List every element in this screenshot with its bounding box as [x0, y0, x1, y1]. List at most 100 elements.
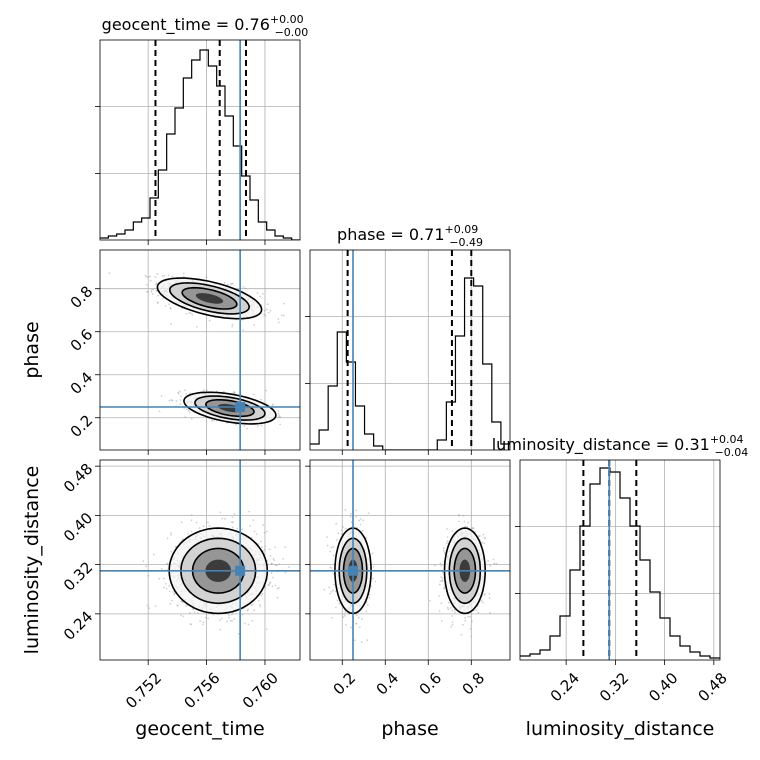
x-tick-label: 0.2 — [330, 669, 360, 699]
scatter-point — [192, 608, 195, 611]
scatter-point — [229, 619, 232, 622]
scatter-point — [166, 537, 169, 540]
scatter-point — [330, 567, 333, 569]
scatter-point — [219, 619, 221, 622]
scatter-point — [150, 288, 153, 291]
scatter-point — [277, 321, 280, 324]
scatter-point — [443, 587, 445, 590]
scatter-point — [188, 392, 191, 395]
scatter-point — [278, 563, 281, 565]
scatter-point — [276, 587, 279, 590]
contour-line-1 — [194, 395, 266, 421]
panel-luminosity_distance-vs-phase: 0.2 0.4 0.6 0.8 — [305, 459, 511, 699]
scatter-point — [180, 614, 182, 617]
scatter-point — [366, 639, 369, 642]
scatter-point — [440, 602, 443, 604]
scatter-point — [471, 527, 474, 529]
scatter-point — [374, 580, 377, 583]
panel-frame — [99, 39, 301, 241]
scatter-point — [457, 520, 460, 523]
scatter-point — [370, 585, 373, 588]
scatter-point — [329, 566, 332, 569]
scatter-point — [344, 527, 347, 530]
scatter-point — [288, 566, 290, 569]
scatter-point — [366, 603, 369, 606]
scatter-point — [241, 528, 244, 531]
scatter-point — [145, 275, 148, 278]
scatter-point — [266, 308, 268, 311]
scatter-point — [252, 519, 255, 522]
scatter-point — [446, 536, 449, 539]
scatter-point — [205, 276, 208, 279]
scatter-point — [482, 601, 485, 604]
scatter-point — [326, 536, 329, 539]
scatter-point — [198, 527, 201, 529]
scatter-point — [277, 410, 280, 413]
scatter-point — [336, 599, 339, 602]
scatter-point — [451, 530, 454, 533]
scatter-point — [246, 609, 249, 612]
x-tick-label: 0.6 — [416, 669, 446, 699]
scatter-point — [451, 609, 454, 612]
scatter-point — [284, 546, 287, 549]
scatter-point — [201, 623, 204, 626]
scatter-point — [242, 285, 245, 288]
scatter-point — [228, 616, 230, 619]
scatter-point — [340, 533, 343, 536]
scatter-point — [368, 593, 371, 596]
scatter-point — [232, 521, 234, 524]
scatter-point — [188, 411, 191, 414]
scatter-point — [269, 554, 272, 557]
scatter-point — [179, 403, 182, 405]
scatter-point — [171, 275, 174, 278]
scatter-point — [357, 616, 360, 619]
scatter-point — [231, 282, 234, 285]
scatter-point — [187, 409, 190, 412]
scatter-point — [228, 614, 230, 617]
scatter-point — [253, 609, 256, 612]
scatter-point — [484, 537, 487, 540]
scatter-point — [156, 301, 159, 304]
scatter-point — [274, 564, 277, 566]
scatter-point — [169, 534, 172, 536]
panel-frame — [309, 459, 511, 661]
scatter-point — [203, 389, 205, 392]
scatter-point — [446, 606, 449, 609]
scatter-point — [190, 417, 193, 420]
scatter-point — [165, 587, 168, 590]
scatter-point — [171, 599, 173, 602]
x-tick-label: 0.24 — [547, 669, 583, 705]
scatter-point — [152, 553, 155, 556]
scatter-point — [195, 521, 198, 524]
scatter-point — [182, 275, 185, 278]
scatter-point — [440, 576, 442, 578]
scatter-point — [219, 628, 222, 631]
scatter-point — [447, 601, 450, 604]
scatter-point — [429, 599, 431, 602]
scatter-point — [458, 514, 461, 517]
scatter-point — [279, 423, 281, 426]
scatter-point — [353, 639, 356, 642]
scatter-point — [207, 617, 210, 620]
scatter-point — [158, 410, 161, 413]
truth-point — [348, 565, 359, 576]
scatter-point — [493, 562, 496, 565]
scatter-point — [230, 521, 233, 524]
scatter-point — [175, 400, 178, 402]
scatter-point — [205, 613, 208, 616]
y-tick-label: 0.40 — [60, 509, 96, 545]
scatter-point — [190, 530, 193, 533]
scatter-point — [265, 530, 268, 533]
scatter-point — [483, 542, 486, 545]
scatter-point — [156, 272, 159, 275]
scatter-point — [454, 611, 456, 614]
scatter-point — [283, 314, 285, 317]
scatter-point — [230, 613, 233, 616]
scatter-point — [438, 583, 441, 586]
scatter-point — [443, 551, 446, 554]
scatter-point — [323, 588, 326, 591]
scatter-point — [442, 571, 444, 574]
scatter-point — [440, 619, 443, 622]
scatter-point — [170, 532, 173, 535]
scatter-point — [229, 283, 232, 286]
